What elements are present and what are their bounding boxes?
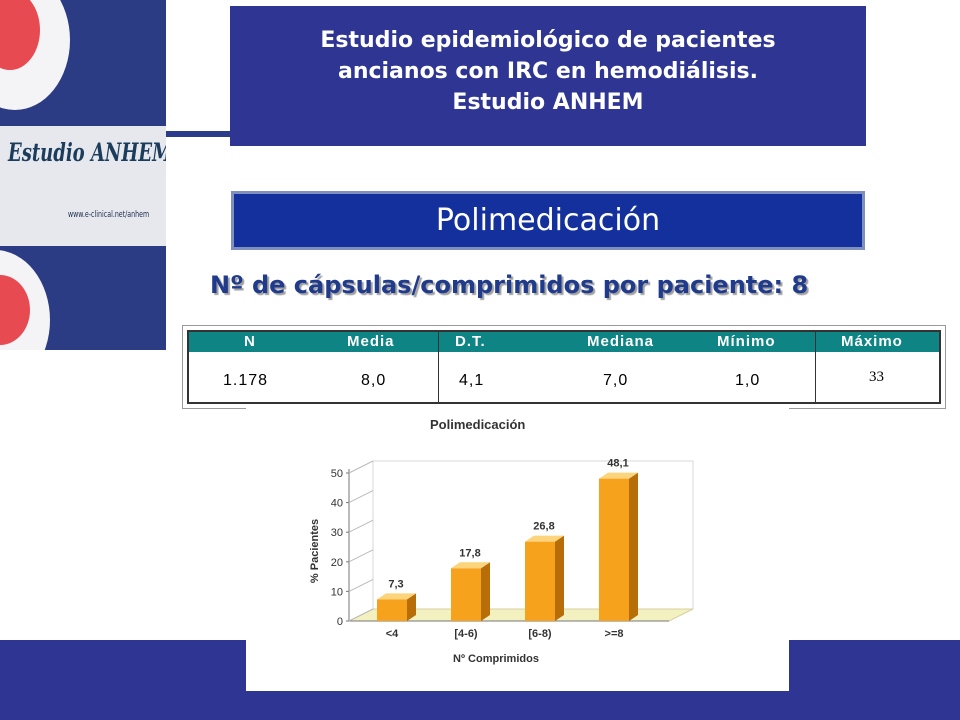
y-tick-label: 30 bbox=[331, 527, 343, 539]
y-axis-label: % Pacientes bbox=[309, 519, 321, 583]
value-media: 8,0 bbox=[361, 372, 387, 389]
header-dt: D.T. bbox=[455, 333, 486, 350]
chart-panel: 0 10 20 30 40 50 7,3 <4 17,8 [4-6) 26,8 [6-8) 48,1 >… bbox=[246, 404, 789, 691]
bar bbox=[525, 541, 555, 621]
bar-chart: 0 10 20 30 40 50 7,3 <4 17,8 [4-6) 26,8 [6-8) 48,1 >… bbox=[309, 417, 694, 665]
header-media: Media bbox=[347, 333, 395, 350]
stats-header-row: N Media D.T. Mediana Mínimo Máximo bbox=[189, 332, 939, 352]
value-maximo: 33 bbox=[869, 369, 884, 385]
value-n: 1.178 bbox=[223, 372, 269, 389]
logo-text: Estudio ANHEM bbox=[8, 138, 166, 167]
y-tick-depth bbox=[348, 608, 374, 622]
value-minimo: 1,0 bbox=[735, 372, 761, 389]
value-dt: 4,1 bbox=[459, 372, 485, 389]
bar-top bbox=[525, 535, 564, 542]
header-minimo: Mínimo bbox=[717, 333, 776, 350]
bar-value-label: 48,1 bbox=[607, 458, 628, 470]
y-tick-label: 40 bbox=[331, 498, 343, 510]
chart-title: Polimedicación bbox=[430, 417, 525, 432]
x-tick-label: <4 bbox=[386, 628, 399, 640]
logo-url: www.e-clinical.net/anhem bbox=[68, 210, 150, 220]
x-axis-label: Nº Comprimidos bbox=[453, 653, 539, 665]
x-tick-label: [4-6) bbox=[454, 628, 478, 640]
stats-table: N Media D.T. Mediana Mínimo Máximo 1.178… bbox=[182, 325, 946, 409]
bar-side bbox=[407, 593, 416, 621]
bar bbox=[377, 599, 407, 621]
bar bbox=[451, 568, 481, 621]
bar-value-label: 17,8 bbox=[459, 547, 480, 559]
y-tick-label: 0 bbox=[337, 616, 343, 628]
subtitle: Nº de cápsulas/comprimidos por paciente:… bbox=[210, 271, 809, 299]
bar-top bbox=[377, 593, 416, 600]
y-tick-depth bbox=[348, 490, 374, 504]
bar-side bbox=[629, 472, 638, 621]
left-decorative-panel: Estudio ANHEM www.e-clinical.net/anhem bbox=[0, 0, 166, 350]
y-tick-depth bbox=[348, 460, 374, 474]
stats-table-inner: N Media D.T. Mediana Mínimo Máximo 1.178… bbox=[187, 330, 941, 404]
header-n: N bbox=[244, 333, 256, 350]
y-tick-label: 10 bbox=[331, 586, 343, 598]
x-tick-label: [6-8) bbox=[528, 628, 552, 640]
bar-top bbox=[451, 562, 490, 569]
bar bbox=[599, 478, 629, 621]
title-box: Estudio epidemiológico de pacientes anci… bbox=[230, 6, 866, 146]
bar-side bbox=[555, 535, 564, 621]
y-tick-depth bbox=[348, 578, 374, 592]
column-divider bbox=[815, 332, 816, 402]
title-line-2: ancianos con IRC en hemodiálisis. bbox=[337, 58, 759, 84]
y-tick-label: 20 bbox=[331, 557, 343, 569]
bar-side bbox=[481, 562, 490, 621]
logo-band bbox=[0, 126, 166, 246]
bar-value-label: 7,3 bbox=[388, 578, 403, 590]
y-tick-depth bbox=[348, 519, 374, 533]
header-accent-line bbox=[166, 131, 232, 137]
header-mediana: Mediana bbox=[587, 333, 655, 350]
section-title: Polimedicación bbox=[234, 194, 862, 247]
y-tick-depth bbox=[348, 549, 374, 563]
title-line-1: Estudio epidemiológico de pacientes bbox=[320, 27, 776, 53]
title-line-3: Estudio ANHEM bbox=[452, 89, 644, 115]
header-maximo: Máximo bbox=[841, 333, 903, 350]
y-tick-label: 50 bbox=[331, 468, 343, 480]
bar-top bbox=[599, 472, 638, 479]
column-divider bbox=[438, 332, 439, 402]
x-tick-label: >=8 bbox=[605, 628, 624, 640]
section-box: Polimedicación bbox=[231, 191, 865, 250]
bar-value-label: 26,8 bbox=[533, 521, 554, 533]
value-mediana: 7,0 bbox=[603, 372, 629, 389]
